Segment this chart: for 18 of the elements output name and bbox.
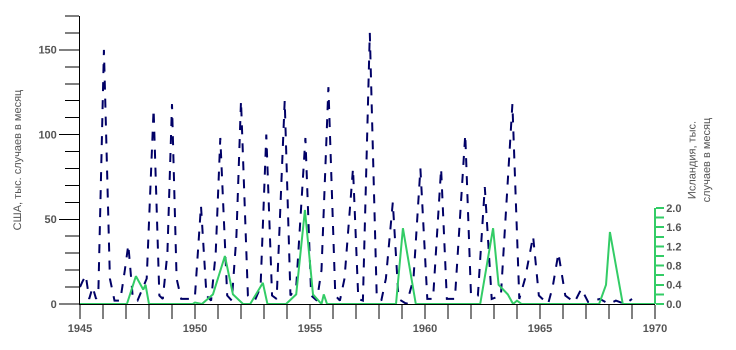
- x-tick-label: 1955: [298, 323, 322, 336]
- y-tick-label: 100: [38, 129, 57, 142]
- x-tick-label: 1950: [182, 323, 208, 336]
- x-tick-label: 1965: [528, 323, 552, 336]
- y2-axis-title: Исландия, тыс. случаев в месяц: [686, 116, 713, 202]
- y-tick-label: 150: [38, 44, 57, 57]
- y2-tick-label: 1.6: [666, 222, 682, 234]
- y-axis-title: США, тыс. случаев в месяц: [12, 88, 24, 230]
- y2-tick-label: 0.0: [666, 298, 682, 311]
- y2-tick-label: 0.4: [666, 280, 682, 292]
- y-tick-label: 0: [50, 298, 57, 311]
- x-tick-label: 1960: [412, 323, 438, 336]
- y-tick-label: 50: [44, 214, 57, 226]
- y2-tick-label: 2.0: [666, 202, 682, 215]
- x-tick-label: 1970: [642, 323, 668, 336]
- y2-tick-label: 1.2: [666, 241, 682, 254]
- x-tick-label: 1945: [68, 323, 92, 336]
- y2-tick-label: 0.8: [666, 260, 682, 272]
